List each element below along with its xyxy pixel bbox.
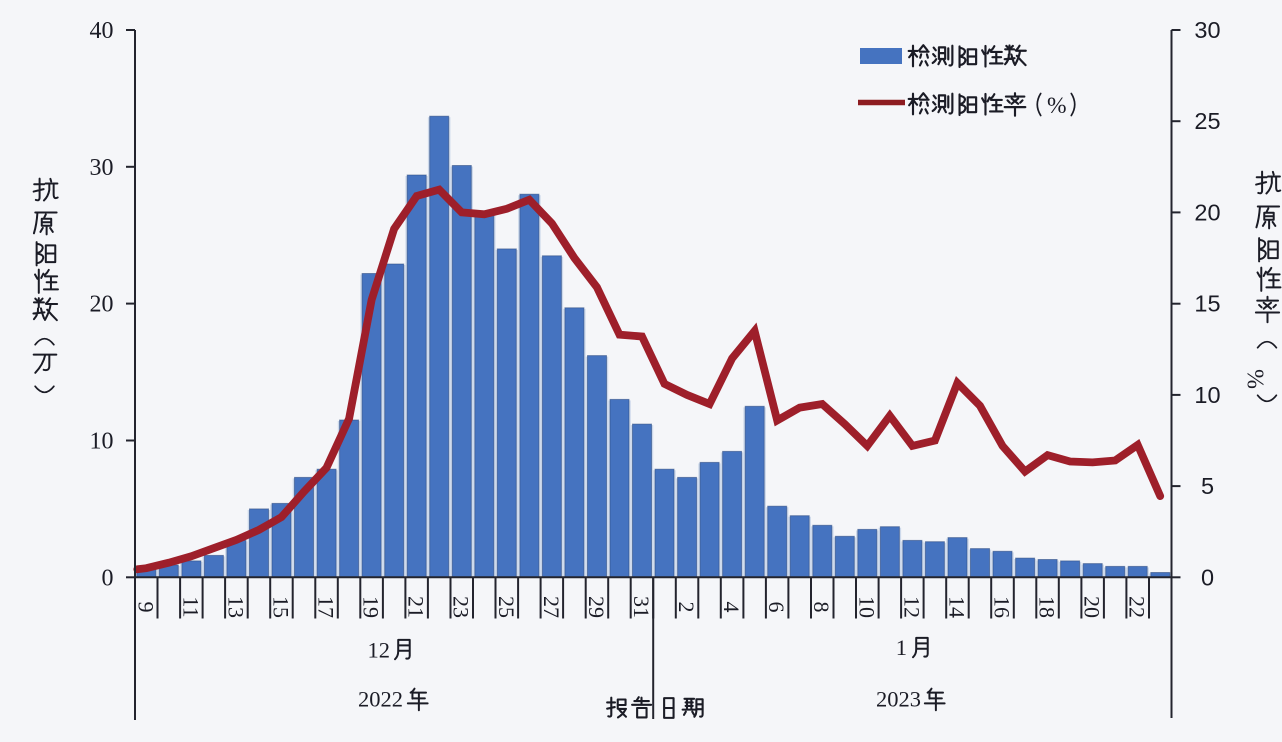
svg-text:30: 30 bbox=[90, 155, 114, 181]
svg-text:40: 40 bbox=[90, 18, 114, 44]
svg-text:13: 13 bbox=[223, 596, 248, 618]
svg-text:15: 15 bbox=[1194, 291, 1220, 317]
svg-text:9: 9 bbox=[133, 602, 158, 613]
svg-text:22: 22 bbox=[1125, 596, 1150, 618]
svg-text:1: 1 bbox=[896, 635, 907, 660]
svg-text:30: 30 bbox=[1194, 17, 1220, 43]
svg-text:29: 29 bbox=[584, 596, 609, 618]
svg-text:12: 12 bbox=[368, 638, 391, 663]
svg-text:20: 20 bbox=[1080, 596, 1105, 618]
svg-text:19: 19 bbox=[359, 596, 384, 618]
svg-text:21: 21 bbox=[404, 596, 429, 618]
svg-text:27: 27 bbox=[539, 596, 564, 618]
svg-text:20: 20 bbox=[90, 292, 114, 318]
svg-text:%: % bbox=[1047, 93, 1067, 119]
svg-text:25: 25 bbox=[1194, 108, 1220, 134]
svg-text:2: 2 bbox=[674, 602, 699, 613]
svg-text:23: 23 bbox=[449, 596, 474, 618]
svg-text:25: 25 bbox=[494, 596, 519, 618]
svg-text:2023: 2023 bbox=[876, 687, 921, 712]
svg-text:2022: 2022 bbox=[358, 687, 403, 712]
svg-text:12: 12 bbox=[899, 596, 924, 618]
svg-text:4: 4 bbox=[719, 602, 744, 613]
svg-text:%: % bbox=[1242, 369, 1268, 389]
svg-text:10: 10 bbox=[90, 429, 114, 455]
svg-text:6: 6 bbox=[764, 602, 789, 613]
svg-text:0: 0 bbox=[1201, 564, 1214, 590]
svg-text:8: 8 bbox=[809, 602, 834, 613]
svg-text:15: 15 bbox=[269, 596, 294, 618]
svg-text:0: 0 bbox=[102, 565, 114, 591]
svg-text:5: 5 bbox=[1201, 473, 1214, 499]
svg-text:20: 20 bbox=[1194, 199, 1220, 225]
svg-text:14: 14 bbox=[944, 596, 969, 618]
svg-text:10: 10 bbox=[1194, 382, 1220, 408]
svg-text:31: 31 bbox=[629, 596, 654, 618]
svg-text:18: 18 bbox=[1035, 596, 1060, 618]
svg-text:16: 16 bbox=[990, 596, 1015, 618]
svg-text:17: 17 bbox=[314, 596, 339, 618]
svg-text:11: 11 bbox=[178, 596, 203, 617]
svg-text:10: 10 bbox=[854, 596, 879, 618]
